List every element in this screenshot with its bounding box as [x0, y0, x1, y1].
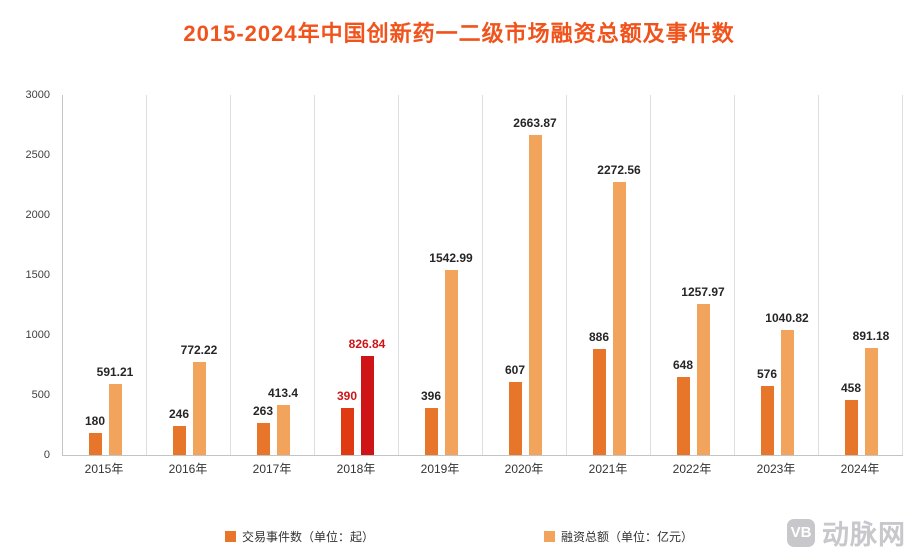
- legend-item-events: 交易事件数（单位：起）: [224, 528, 374, 545]
- x-axis-label-2017年: 2017年: [252, 462, 292, 476]
- bar-value-label: 1257.97: [681, 285, 725, 299]
- x-axis-label-2023年: 2023年: [756, 462, 796, 476]
- gridline: [650, 95, 651, 455]
- x-axis-label-2018年: 2018年: [336, 462, 376, 476]
- bar-funding-2016年: [192, 362, 206, 455]
- bar-events-2015年: [88, 433, 102, 455]
- gridline: [482, 95, 483, 455]
- y-axis: 0 500 1000 1500 2000 2500 3000: [0, 89, 56, 461]
- y-tick-label: 500: [31, 389, 50, 401]
- x-axis-label-2016年: 2016年: [168, 462, 208, 476]
- bar-funding-2021年: [612, 182, 626, 455]
- bar-value-label: 591.21: [96, 365, 134, 380]
- watermark: VB 动脉网: [787, 513, 906, 552]
- gridline: [818, 95, 819, 455]
- plot-area: 180 591.21 246 772.22 263 413.4 390 826.84 396 15…: [62, 95, 903, 456]
- legend: 交易事件数（单位：起） 融资总额（单位：亿元）: [0, 528, 918, 545]
- bar-events-2019年: [424, 407, 438, 455]
- bar-value-label: 576: [756, 366, 778, 381]
- bar-funding-2023年: [780, 330, 794, 455]
- bar-value-label: 648: [672, 358, 694, 373]
- bar-value-label: 396: [420, 388, 442, 403]
- bar-value-label: 263: [252, 404, 274, 419]
- x-axis: 2015年 2016年 2017年 2018年 2019年 2020年 2021年 2022年…: [62, 460, 902, 480]
- bar-value-label: 1542.99: [429, 250, 473, 265]
- bar-events-2022年: [676, 377, 690, 455]
- bar-events-2018年: [340, 408, 354, 455]
- legend-swatch-events: [224, 531, 236, 542]
- bar-funding-2017年: [276, 405, 290, 455]
- bar-value-label: 2272.56: [597, 163, 641, 178]
- bar-funding-2018年: [360, 355, 374, 455]
- gridline: [398, 95, 399, 455]
- bar-events-2017年: [256, 423, 270, 455]
- watermark-logo-icon: VB: [787, 518, 815, 547]
- bar-funding-2019年: [444, 269, 458, 455]
- gridline: [314, 95, 315, 455]
- bar-value-label: 607: [504, 363, 526, 378]
- gridline: [566, 95, 567, 455]
- legend-label-events: 交易事件数（单位：起）: [241, 530, 374, 544]
- bar-value-label: 390: [336, 389, 358, 404]
- x-axis-label-2015年: 2015年: [84, 462, 124, 476]
- bar-funding-2024年: [864, 348, 878, 455]
- y-tick-label: 1500: [25, 269, 50, 281]
- legend-label-funding: 融资总额（单位：亿元）: [561, 530, 694, 544]
- bar-events-2024年: [844, 400, 858, 455]
- bar-value-label: 180: [84, 414, 106, 429]
- bar-events-2020年: [508, 382, 522, 455]
- y-tick-label: 2500: [25, 149, 50, 161]
- bar-value-label: 2663.87: [513, 116, 557, 131]
- x-axis-label-2024年: 2024年: [840, 462, 880, 476]
- y-tick-label: 2000: [25, 209, 50, 221]
- x-axis-label-2022年: 2022年: [672, 462, 712, 476]
- x-axis-label-2021年: 2021年: [588, 462, 628, 476]
- bar-events-2023年: [760, 385, 774, 455]
- bar-funding-2015年: [108, 384, 122, 455]
- gridline: [146, 95, 147, 455]
- watermark-text: 动脉网: [822, 520, 906, 550]
- bar-value-label: 886: [588, 329, 610, 344]
- bar-funding-2022年: [696, 304, 710, 455]
- bar-value-label: 458: [840, 381, 862, 395]
- bar-value-label: 413.4: [267, 386, 299, 401]
- gridline: [230, 95, 231, 455]
- gridline: [902, 95, 903, 455]
- x-axis-label-2019年: 2019年: [420, 462, 460, 476]
- gridline: [734, 95, 735, 455]
- x-axis-label-2020年: 2020年: [504, 462, 544, 476]
- y-tick-label: 3000: [25, 89, 50, 101]
- legend-swatch-funding: [544, 531, 555, 542]
- chart-title: 2015-2024年中国创新药一二级市场融资总额及事件数: [183, 21, 735, 46]
- bar-value-label: 1040.82: [765, 311, 809, 326]
- bar-value-label: 826.84: [348, 336, 386, 351]
- bar-events-2021年: [592, 348, 606, 455]
- y-tick-label: 1000: [25, 329, 50, 341]
- bar-value-label: 772.22: [180, 343, 218, 358]
- legend-item-funding: 融资总额（单位：亿元）: [544, 528, 693, 545]
- bar-events-2016年: [172, 425, 186, 455]
- bar-value-label: 246: [168, 406, 190, 421]
- bar-funding-2020年: [528, 135, 542, 455]
- y-tick-label: 0: [43, 449, 50, 461]
- bar-value-label: 891.18: [852, 329, 890, 344]
